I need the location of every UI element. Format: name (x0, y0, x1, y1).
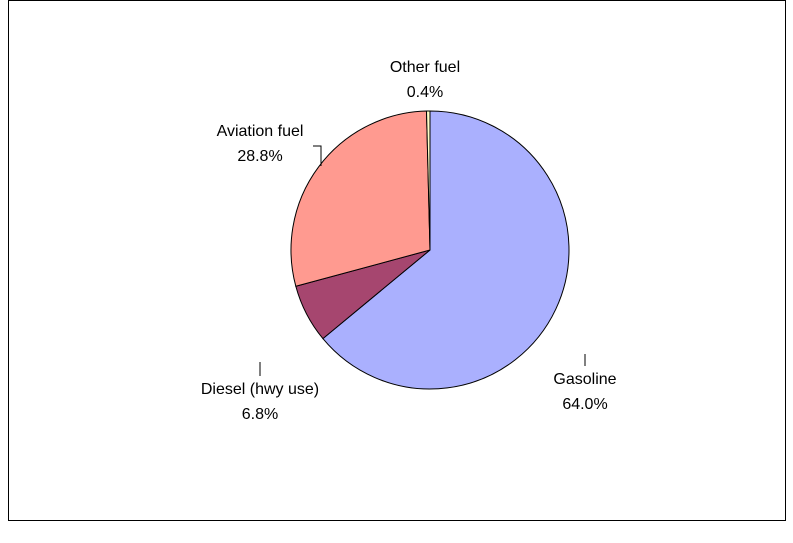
slice-label-name: Other fuel (390, 59, 460, 76)
slice-label-value: 0.4% (407, 84, 443, 101)
slice-label-name: Diesel (hwy use) (201, 381, 319, 398)
slice-label-value: 6.8% (242, 406, 278, 423)
slice-label-name: Gasoline (553, 371, 616, 388)
pie-slice (425, 110, 431, 251)
slice-label-name: Aviation fuel (217, 123, 304, 140)
slice-label-value: 28.8% (237, 148, 282, 165)
pie-slice (322, 110, 570, 390)
leader-line (313, 145, 322, 166)
pie-slice (290, 110, 431, 287)
slice-label-value: 64.0% (562, 396, 607, 413)
